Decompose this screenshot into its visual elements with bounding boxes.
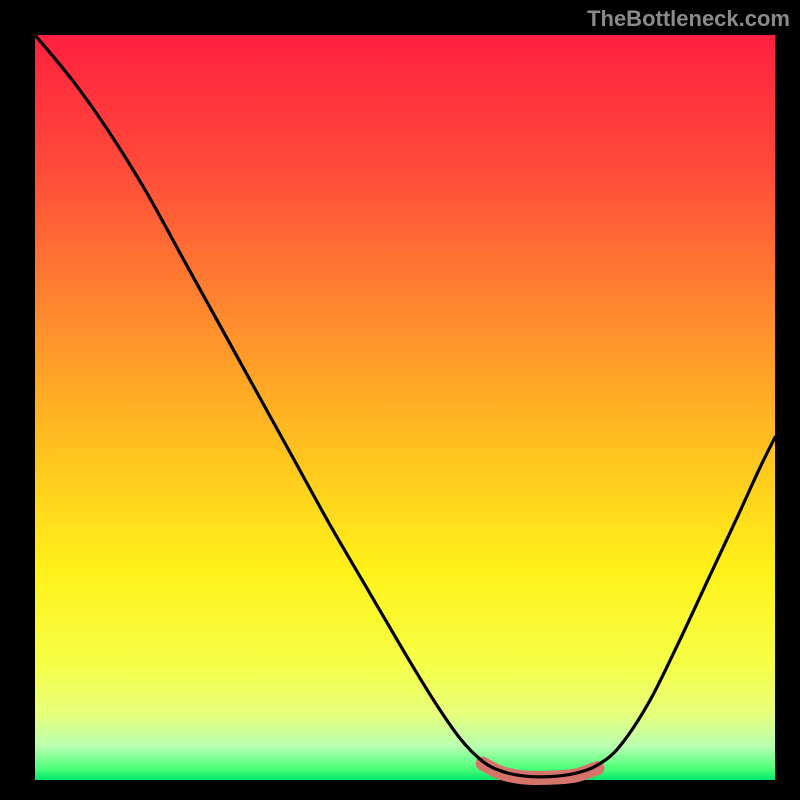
- bottleneck-chart: [0, 0, 800, 800]
- plot-background: [35, 35, 775, 780]
- watermark-text: TheBottleneck.com: [587, 6, 790, 32]
- chart-container: TheBottleneck.com: [0, 0, 800, 800]
